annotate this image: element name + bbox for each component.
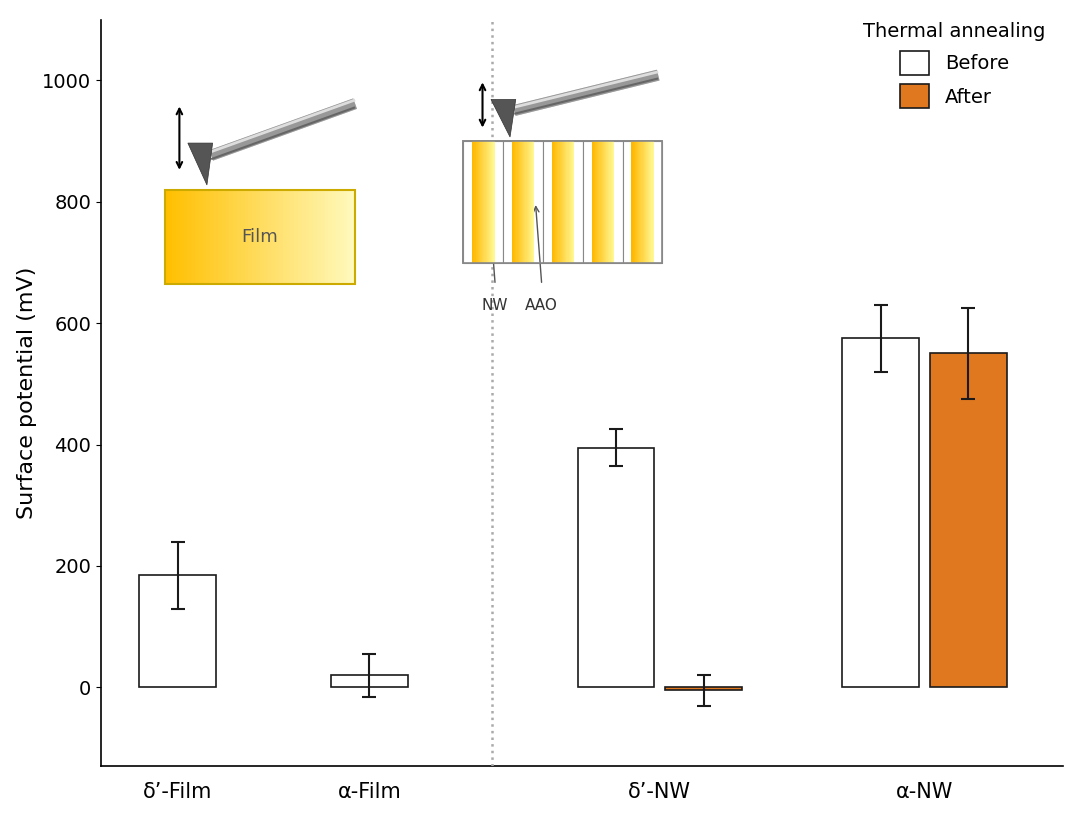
- Bar: [930, 354, 1007, 687]
- Bar: [842, 338, 919, 687]
- Bar: [578, 448, 654, 687]
- Y-axis label: Surface potential (mV): Surface potential (mV): [16, 267, 37, 519]
- Legend: Before, After: Before, After: [855, 15, 1054, 115]
- Bar: [665, 687, 742, 690]
- Bar: [139, 575, 216, 687]
- Bar: [332, 676, 408, 687]
